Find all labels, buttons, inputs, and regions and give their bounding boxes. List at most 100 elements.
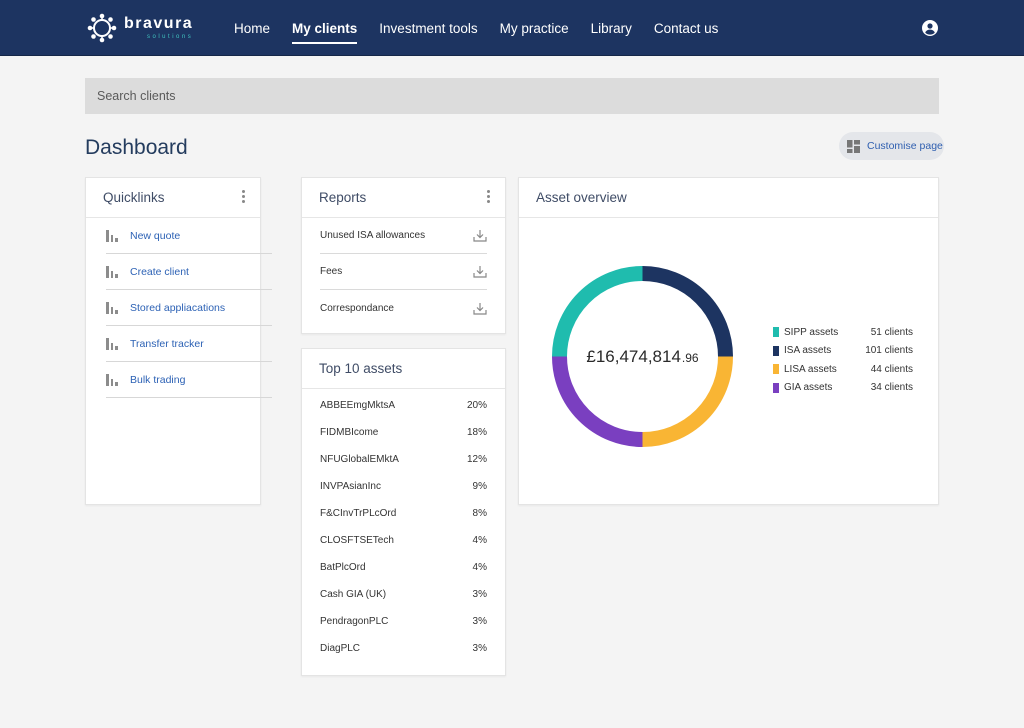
customise-page-button[interactable]: Customise page [839,132,944,160]
top-assets-list: ABBEEmgMktsA 20% FIDMBIcome 18% NFUGlobalE… [302,392,505,662]
asset-row: CLOSFTSETech 4% [320,527,487,554]
page-title: Dashboard [85,136,188,159]
top-assets-title: Top 10 assets [319,361,403,376]
quicklink-transfer-tracker[interactable]: Transfer tracker [106,326,272,362]
legend-swatch [773,364,779,375]
legend-name: GIA assets [784,382,833,394]
legend-name: ISA assets [784,345,832,357]
donut-segment-isa [642,266,733,357]
quicklink-label: Create client [130,265,189,278]
quicklink-create-client[interactable]: Create client [106,254,272,290]
top-navigation: bravura solutions Home My clients Invest… [0,0,1024,56]
asset-row: ABBEEmgMktsA 20% [320,392,487,419]
asset-pct: 3% [472,616,487,627]
download-icon[interactable] [473,229,487,242]
bar-chart-icon [106,301,120,314]
search-clients-input[interactable] [85,78,939,114]
asset-pct: 4% [472,562,487,573]
quicklinks-list: New quote Create client Stored appliacat… [106,218,272,398]
download-icon[interactable] [473,302,487,315]
quicklink-label: New quote [130,229,181,242]
nav-contact-us[interactable]: Contact us [653,20,719,36]
legend-count: 34 clients [870,382,913,394]
asset-name: PendragonPLC [320,616,389,627]
legend-row-gia: GIA assets 34 clients [773,379,913,398]
quicklink-new-quote[interactable]: New quote [106,218,272,254]
asset-total-main: £16,474,814 [586,346,681,366]
asset-pct: 18% [466,427,487,438]
asset-name: ABBEEmgMktsA [320,400,396,411]
nav-library[interactable]: Library [590,20,632,36]
asset-pct: 8% [472,508,487,519]
donut-segment-gia [552,356,643,447]
report-unused-isa-allowances[interactable]: Unused ISA allowances [320,218,487,254]
nav-my-practice[interactable]: My practice [499,20,569,36]
nav-home[interactable]: Home [234,20,271,36]
asset-name: DiagPLC [320,643,361,654]
report-label: Unused ISA allowances [320,230,426,241]
quicklink-bulk-trading[interactable]: Bulk trading [106,362,272,398]
asset-name: F&CInvTrPLcOrd [320,508,397,519]
legend-count: 101 clients [865,345,913,357]
donut-segment-lisa [642,356,733,447]
dashboard-layout-icon [847,139,860,153]
quicklink-label: Stored appliacations [130,301,226,314]
legend-row-lisa: LISA assets 44 clients [773,360,913,379]
bravura-logo[interactable]: bravura solutions [86,12,193,44]
quicklink-label: Bulk trading [130,373,186,386]
asset-name: BatPlcOrd [320,562,366,573]
asset-name: Cash GIA (UK) [320,589,387,600]
asset-row: Cash GIA (UK) 3% [320,581,487,608]
asset-overview-title: Asset overview [536,190,627,205]
legend-count: 51 clients [870,326,913,338]
reports-more-icon[interactable] [485,190,491,204]
bar-chart-icon [106,337,120,350]
asset-row: DiagPLC 3% [320,635,487,662]
report-fees[interactable]: Fees [320,254,487,290]
brand-tagline: solutions [147,34,194,40]
asset-row: NFUGlobalEMktA 12% [320,446,487,473]
asset-name: INVPAsianInc [320,481,381,492]
asset-legend: SIPP assets 51 clients ISA assets 101 cl… [773,323,913,397]
legend-name: SIPP assets [784,326,839,338]
donut-segment-sipp [552,266,643,357]
asset-row: PendragonPLC 3% [320,608,487,635]
user-circle-icon[interactable] [922,20,938,36]
quicklinks-more-icon[interactable] [240,190,246,204]
asset-name: CLOSFTSETech [320,535,394,546]
asset-total: £16,474,814.96 [550,264,735,449]
report-label: Correspondance [320,302,394,314]
download-icon[interactable] [473,265,487,278]
legend-swatch [773,382,779,393]
bar-chart-icon [106,373,120,386]
legend-swatch [773,327,779,338]
legend-swatch [773,345,779,356]
reports-title: Reports [319,190,367,205]
asset-pct: 4% [472,535,487,546]
quicklinks-header: Quicklinks [86,178,260,218]
nav-my-clients[interactable]: My clients [292,0,358,56]
top-assets-header: Top 10 assets [302,349,505,389]
quicklinks-card: Quicklinks New quote Create client Store… [85,177,272,505]
bar-chart-icon [106,265,120,278]
asset-pct: 20% [466,400,487,411]
bravura-logo-icon [87,13,117,43]
asset-donut-chart [552,266,733,447]
nav-investment-tools[interactable]: Investment tools [379,20,478,36]
reports-header: Reports [302,178,505,218]
asset-pct: 3% [472,643,487,654]
legend-row-isa: ISA assets 101 clients [773,342,913,361]
report-correspondance[interactable]: Correspondance [320,290,487,326]
bar-chart-icon [106,229,120,242]
quicklinks-title: Quicklinks [103,190,165,205]
quicklink-stored-applications[interactable]: Stored appliacations [106,290,272,326]
asset-name: NFUGlobalEMktA [320,454,399,465]
asset-overview-header: Asset overview [519,178,938,218]
asset-name: FIDMBIcome [320,427,379,438]
legend-row-sipp: SIPP assets 51 clients [773,323,913,342]
asset-pct: 9% [472,481,487,492]
brand-name: bravura [124,15,194,32]
reports-card: Reports Unused ISA allowances Fees Corre… [301,177,506,334]
legend-name: LISA assets [784,363,837,375]
asset-total-decimal: .96 [681,351,699,365]
